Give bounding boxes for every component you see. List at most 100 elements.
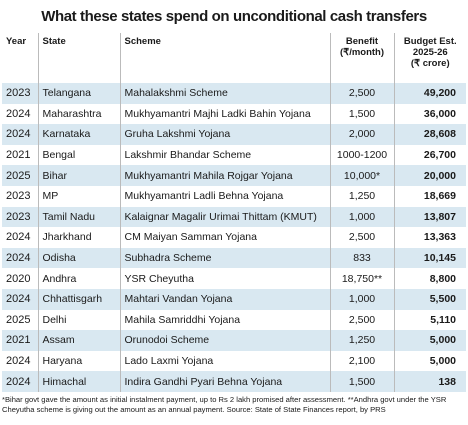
table-cell: Mahila Samriddhi Yojana	[119, 309, 330, 331]
table-cell: 20,000	[393, 165, 466, 186]
table-cell: Lakshmir Bhandar Scheme	[119, 144, 330, 166]
table-cell: 28,608	[393, 124, 466, 145]
table-body: 2023 Telangana Mahalakshmi Scheme 2,500 49,2…	[2, 83, 466, 392]
header-cell: Year	[6, 36, 27, 47]
table-cell: Mukhyamantri Mahila Rojgar Yojana	[119, 165, 330, 186]
table-cell: 1000-1200	[329, 144, 394, 166]
table-cell: 1,250	[329, 330, 394, 351]
table-cell: 138	[393, 371, 466, 392]
table-cell: Kalaignar Magalir Urimai Thittam (KMUT)	[119, 206, 330, 228]
table-cell: Delhi	[37, 309, 120, 331]
table-cell: Bengal	[37, 144, 120, 166]
table-cell: 10,145	[393, 247, 466, 269]
table-cell: 1,000	[329, 288, 394, 310]
table-cell: 10,000*	[329, 165, 394, 186]
table-cell: 2,500	[329, 83, 394, 104]
table-cell: 2021	[6, 149, 31, 162]
table-cell: 2021	[2, 330, 38, 351]
table-cell: Himachal	[37, 371, 120, 392]
table-cell: 2024	[2, 371, 38, 392]
table-row: 2024 Chhattisgarh Mahtari Vandan Yojana 1,0…	[2, 288, 466, 310]
table-cell: Subhadra Scheme	[119, 247, 330, 269]
table-cell: 2023	[6, 190, 31, 203]
table-cell: Lado Laxmi Yojana	[119, 350, 330, 372]
table-row: 2024 Karnataka Gruha Lakshmi Yojana 2,000 28…	[2, 124, 466, 145]
table-row: 2023 MP Mukhyamantri Ladli Behna Yojana 1,2…	[2, 185, 466, 207]
header-cell: State	[37, 33, 120, 83]
table-cell: 2023	[2, 206, 38, 228]
table-cell: 8,800	[393, 268, 466, 289]
table: Year State Scheme Benefit (₹/month) Budget E…	[2, 33, 466, 392]
table-cell: 2024	[2, 288, 38, 310]
table-cell: 2,500	[329, 227, 394, 248]
table-row: 2023 Telangana Mahalakshmi Scheme 2,500 49,2…	[2, 83, 466, 104]
table-cell: 26,700	[393, 144, 466, 166]
table-cell: 2024	[6, 107, 31, 120]
table-cell: 5,500	[393, 288, 466, 310]
table-row: 2024 Jharkhand CM Maiyan Samman Yojana 2,50…	[2, 227, 466, 248]
footnote: *Bihar govt gave the amount as initial i…	[2, 395, 447, 414]
table-cell: 2024	[6, 355, 31, 368]
table-cell: Orunodoi Scheme	[119, 330, 330, 351]
table-row: 2025 Delhi Mahila Samriddhi Yojana 2,500 5,1…	[2, 309, 466, 331]
table-cell: 18,669	[393, 185, 466, 207]
table-cell: 2024	[2, 247, 38, 269]
table-row: 2023 Tamil Nadu Kalaignar Magalir Urimai T…	[2, 206, 466, 228]
table-cell: 49,200	[393, 83, 466, 104]
table-cell: 2,500	[329, 309, 394, 331]
table-cell: Maharashtra	[37, 103, 120, 125]
table-cell: 13,363	[393, 227, 466, 248]
table-cell: MP	[37, 185, 120, 207]
table-cell: 2,100	[329, 350, 394, 372]
table-cell: Odisha	[37, 247, 120, 269]
table-cell: Bihar	[37, 165, 120, 186]
table-cell: Tamil Nadu	[37, 206, 120, 228]
table-cell: Telangana	[37, 83, 120, 104]
table-cell: 2023	[2, 83, 38, 104]
table-cell: 2025	[6, 313, 31, 326]
table-cell: 13,807	[393, 206, 466, 228]
table-row: 2024 Odisha Subhadra Scheme 833 10,145	[2, 247, 466, 269]
table-cell: 1,000	[329, 206, 394, 228]
table-row: 2024 Haryana Lado Laxmi Yojana 2,100 5,000	[2, 350, 466, 372]
table-cell: Karnataka	[37, 124, 120, 145]
table-row: 2020 Andhra YSR Cheyutha 18,750** 8,800	[2, 268, 466, 289]
table-cell: 2,000	[329, 124, 394, 145]
header-cell: Benefit (₹/month)	[329, 33, 394, 83]
table-cell: 1,500	[329, 371, 394, 392]
header-row: Year State Scheme Benefit (₹/month) Budget E…	[2, 33, 466, 83]
table-cell: 5,110	[393, 309, 466, 331]
table-cell: Mukhyamantri Ladli Behna Yojana	[119, 185, 330, 207]
table-cell: Jharkhand	[37, 227, 120, 248]
table-cell: 2020	[6, 272, 31, 285]
table-cell: 2024	[2, 124, 38, 145]
header-cell: Scheme	[119, 33, 330, 83]
table-cell: CM Maiyan Samman Yojana	[119, 227, 330, 248]
table-row: 2021 Bengal Lakshmir Bhandar Scheme 1000-12…	[2, 144, 466, 166]
table-cell: 5,000	[393, 350, 466, 372]
table-cell: Assam	[37, 330, 120, 351]
table-cell: 18,750**	[329, 268, 394, 289]
table-cell: Chhattisgarh	[37, 288, 120, 310]
table-cell: 1,250	[329, 185, 394, 207]
title: What these states spend on unconditional…	[41, 8, 427, 25]
table-cell: YSR Cheyutha	[119, 268, 330, 289]
table-cell: Haryana	[37, 350, 120, 372]
table-row: 2024 Himachal Indira Gandhi Pyari Behna Yo…	[2, 371, 466, 392]
table-cell: 36,000	[393, 103, 466, 125]
table-cell: Andhra	[37, 268, 120, 289]
table-row: 2025 Bihar Mukhyamantri Mahila Rojgar Yoja…	[2, 165, 466, 186]
table-row: 2024 Maharashtra Mukhyamantri Majhi Ladki …	[2, 103, 466, 125]
table-cell: Indira Gandhi Pyari Behna Yojana	[119, 371, 330, 392]
table-cell: 2025	[2, 165, 38, 186]
table-cell: Mahtari Vandan Yojana	[119, 288, 330, 310]
table-row: 2021 Assam Orunodoi Scheme 1,250 5,000	[2, 330, 466, 351]
table-cell: 1,500	[329, 103, 394, 125]
table-cell: Gruha Lakshmi Yojana	[119, 124, 330, 145]
table-cell: 2024	[6, 231, 31, 244]
table-cell: Mukhyamantri Majhi Ladki Bahin Yojana	[119, 103, 330, 125]
table-cell: 5,000	[393, 330, 466, 351]
table-cell: 833	[329, 247, 394, 269]
table-cell: Mahalakshmi Scheme	[119, 83, 330, 104]
